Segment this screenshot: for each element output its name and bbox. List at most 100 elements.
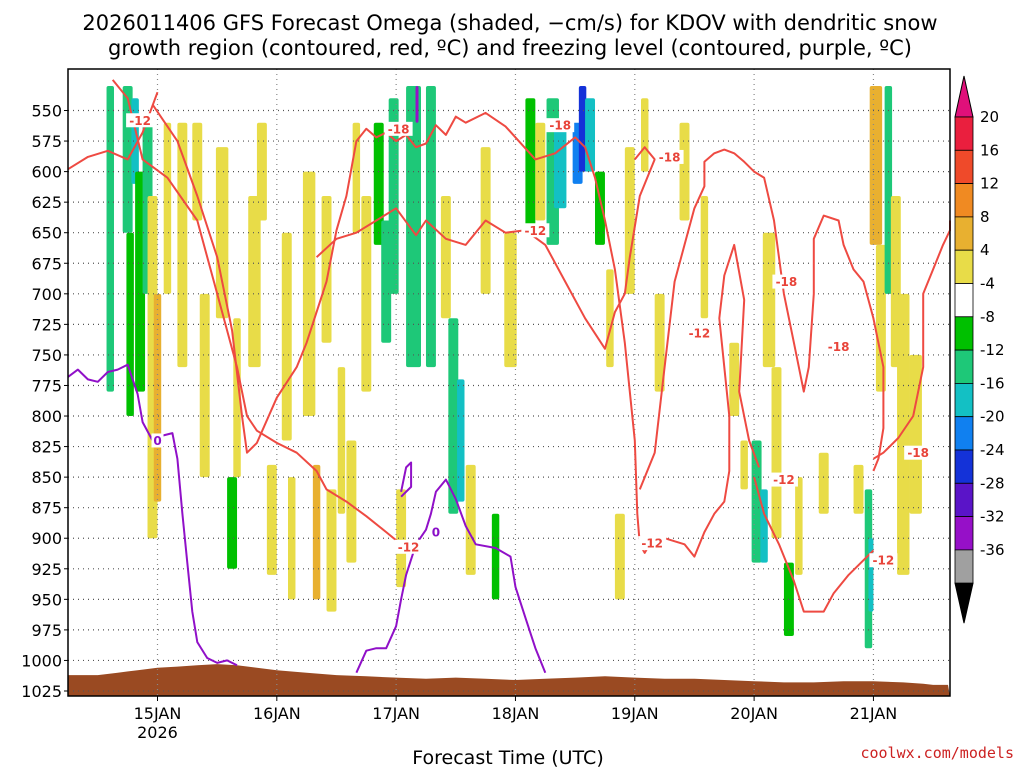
- colorbar-swatch: [954, 416, 974, 451]
- omega-cell: [869, 86, 883, 245]
- omega-cell: [425, 86, 436, 368]
- omega-cell: [147, 452, 153, 539]
- dgz-contour-label-bg: [126, 113, 155, 128]
- omega-cell: [163, 122, 172, 294]
- omega-cell: [153, 293, 162, 502]
- omega-cell: [266, 464, 277, 575]
- freezing-contour-label: 0: [432, 526, 440, 540]
- y-tick-label: 975: [31, 621, 62, 640]
- colorbar-label: -28: [980, 474, 1005, 492]
- y-tick-label: 1000: [21, 651, 62, 670]
- omega-cell: [396, 489, 407, 588]
- colorbar-label: 4: [980, 241, 990, 259]
- dgz-contour-label-bg: [638, 536, 667, 551]
- plot-area: -12 -12 -12 -18 -12 -18 -18 -12 -18 -18 -12 -12 -18 0…: [67, 68, 951, 697]
- x-tick-label: 21JAN: [850, 704, 898, 723]
- colorbar: 20 16 12 8 4 -4 -8 -12 -16 -20 -24 -28 -32 -36: [954, 75, 1005, 624]
- omega-cell: [177, 122, 188, 368]
- omega-cell: [578, 86, 587, 172]
- omega-cell: [457, 379, 465, 502]
- dgz-contour-line: [872, 220, 951, 460]
- dgz-contour-label: -12: [773, 473, 795, 487]
- dgz-contour-label: -18: [659, 150, 681, 164]
- omega-cell: [740, 440, 748, 490]
- omega-cell: [415, 86, 419, 123]
- dgz-contour-label: -12: [129, 114, 151, 128]
- colorbar-bottom-arrow: [954, 582, 974, 624]
- dgz-contour-label-bg: [546, 118, 575, 133]
- colorbar-label: -8: [980, 308, 995, 326]
- omega-cell: [525, 98, 536, 233]
- omega-cell: [897, 293, 910, 575]
- y-tick-label: 825: [31, 438, 62, 457]
- omega-cell: [641, 98, 649, 172]
- dgz-contour-label-bg: [384, 121, 413, 136]
- x-tick-label: 17JAN: [372, 704, 420, 723]
- y-tick-label: 650: [31, 224, 62, 243]
- omega-cell: [884, 86, 893, 294]
- omega-cell: [729, 342, 740, 417]
- omega-cell: [106, 86, 114, 392]
- y-tick-label: 800: [31, 407, 62, 426]
- omega-cell: [491, 513, 500, 600]
- omega-cell: [288, 477, 296, 600]
- y-tick-label: 575: [31, 132, 62, 151]
- dgz-contour-label: -12: [398, 540, 420, 554]
- omega-cell: [795, 477, 803, 575]
- x-tick-label: 15JAN: [134, 704, 182, 723]
- freezing-contour-label-bg: [429, 525, 442, 540]
- dgz-contour-label-bg: [394, 539, 423, 554]
- colorbar-swatch: [954, 283, 974, 318]
- credit-link[interactable]: coolwx.com/models: [860, 744, 1014, 762]
- omega-cell: [215, 147, 229, 319]
- dgz-contour-label-bg: [904, 445, 933, 460]
- omega-cell: [535, 122, 546, 221]
- omega-cell: [818, 452, 829, 514]
- omega-cell: [700, 196, 709, 319]
- colorbar-swatch: [954, 349, 974, 384]
- dgz-contour-label: -12: [525, 224, 547, 238]
- dgz-contour-label: -12: [689, 326, 711, 340]
- y-tick-label: 550: [31, 102, 62, 121]
- omega-cell: [126, 232, 134, 417]
- omega-cell: [361, 196, 372, 392]
- y-tick-label: 1025: [21, 682, 62, 701]
- omega-cell: [465, 464, 476, 575]
- colorbar-swatch: [954, 382, 974, 418]
- omega-cell: [614, 513, 625, 600]
- omega-cell: [751, 440, 762, 563]
- colorbar-swatch: [954, 549, 974, 584]
- omega-cell: [248, 196, 261, 368]
- y-tick-label: 925: [31, 560, 62, 579]
- colorbar-label: 8: [980, 208, 990, 226]
- colorbar-swatch: [954, 249, 974, 284]
- omega-cell: [281, 232, 292, 441]
- omega-cell: [326, 489, 337, 612]
- freezing-contour-line: [355, 478, 547, 674]
- y-tick-label: 900: [31, 529, 62, 548]
- plot-frame: [67, 68, 951, 697]
- y-tick-label: 875: [31, 499, 62, 518]
- dgz-contour-label-bg: [869, 553, 898, 568]
- colorbar-swatch: [954, 216, 974, 251]
- x-tick-label: 18JAN: [492, 704, 540, 723]
- dgz-contour-label-bg: [655, 149, 684, 164]
- dendritic-growth-contours: [67, 79, 951, 613]
- dgz-contour-label: -18: [388, 122, 410, 136]
- colorbar-swatch: [954, 183, 974, 218]
- omega-cell: [227, 477, 238, 569]
- freezing-contour-label-bg: [151, 433, 164, 448]
- dgz-contour-label: -18: [549, 119, 571, 133]
- dgz-contour-line: [753, 476, 875, 613]
- colorbar-swatch: [954, 482, 974, 517]
- y-axis-ticks: 550 575 600 625 650 675 700 725 750 775 800 825 850 8…: [21, 102, 68, 701]
- dgz-contour-label-bg: [824, 339, 853, 354]
- x-tick-label: 19JAN: [611, 704, 659, 723]
- omega-cell: [909, 354, 922, 514]
- x-tick-label: 20JAN: [730, 704, 778, 723]
- dgz-contour-label: -18: [907, 446, 929, 460]
- omega-cell: [624, 147, 635, 294]
- dgz-contour-line: [151, 103, 761, 558]
- colorbar-swatch: [954, 449, 974, 484]
- dgz-contour-label: -12: [641, 537, 663, 551]
